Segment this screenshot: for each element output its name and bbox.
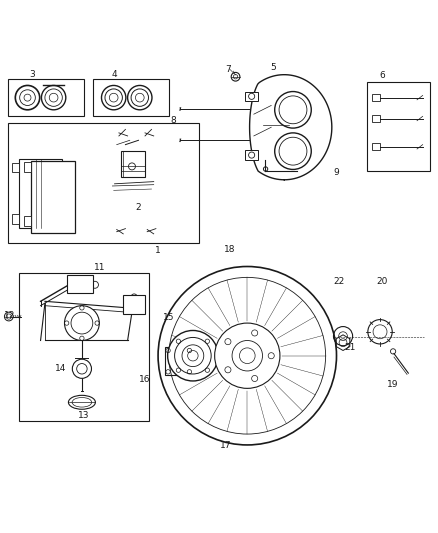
Bar (8, 123, 199, 243)
Text: 13: 13 (78, 411, 90, 420)
Bar (372, 115, 380, 122)
Bar (12, 163, 19, 173)
Circle shape (168, 330, 218, 381)
Bar (121, 151, 145, 177)
Text: 9: 9 (334, 168, 339, 177)
Bar (93, 79, 169, 116)
Text: 6: 6 (379, 70, 385, 79)
Bar (372, 143, 380, 150)
Bar (25, 162, 31, 172)
Text: 12: 12 (4, 311, 15, 320)
Text: 7: 7 (225, 65, 230, 74)
Circle shape (215, 323, 280, 389)
Bar (31, 161, 74, 232)
Circle shape (64, 305, 99, 341)
Bar (25, 216, 31, 226)
Bar (165, 347, 193, 375)
Bar (372, 94, 380, 101)
Circle shape (72, 359, 92, 378)
Text: 2: 2 (136, 203, 141, 212)
Bar (245, 92, 258, 101)
Text: 14: 14 (54, 364, 66, 373)
Circle shape (275, 92, 311, 128)
Text: 5: 5 (271, 63, 276, 72)
Bar (19, 273, 149, 421)
Text: 3: 3 (29, 70, 35, 79)
Text: 8: 8 (170, 116, 176, 125)
Text: 15: 15 (163, 313, 175, 322)
Bar (12, 214, 19, 224)
Text: 19: 19 (387, 381, 399, 390)
Text: 22: 22 (333, 277, 344, 286)
Circle shape (158, 266, 336, 445)
Bar (8, 79, 84, 116)
Text: 17: 17 (220, 441, 231, 450)
Text: 4: 4 (112, 70, 117, 79)
Text: 21: 21 (344, 343, 355, 352)
Bar (123, 295, 145, 314)
Ellipse shape (68, 395, 95, 409)
Text: 11: 11 (94, 263, 105, 272)
Text: 20: 20 (377, 277, 388, 286)
Bar (67, 275, 93, 293)
Text: 16: 16 (139, 375, 151, 384)
Circle shape (275, 133, 311, 169)
Bar (245, 150, 258, 160)
Bar (367, 82, 430, 171)
Bar (19, 158, 62, 228)
Text: 18: 18 (224, 245, 236, 254)
Text: 1: 1 (155, 246, 161, 255)
